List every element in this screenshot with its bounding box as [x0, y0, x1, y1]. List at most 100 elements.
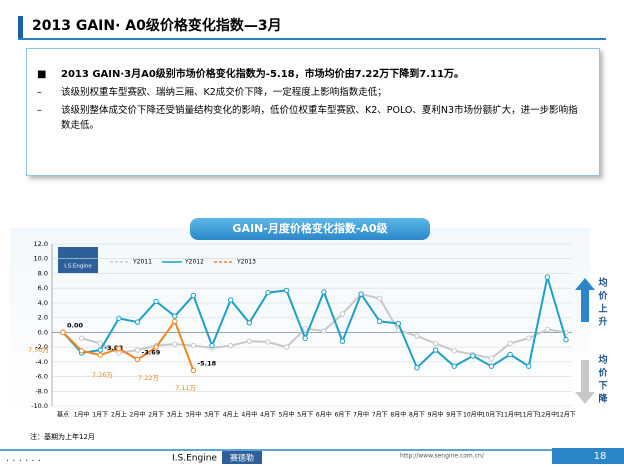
point: [116, 345, 122, 352]
x-tick-label: 9月下: [446, 412, 462, 419]
y-tick-label: -8.0: [35, 387, 48, 395]
y-tick-label: 0.0: [38, 328, 48, 336]
legend-label: Y2011: [132, 259, 152, 266]
x-tick-label: 7月下: [372, 412, 388, 419]
x-tick-label: 1月中: [74, 411, 90, 419]
point: [339, 338, 346, 344]
y-tick-label: 12.0: [34, 240, 48, 248]
point: [563, 337, 569, 343]
point: [507, 340, 513, 347]
x-tick-label: 6月下: [335, 412, 351, 419]
point: [451, 363, 457, 369]
footer-brand-cn: 赛德勒: [230, 453, 254, 463]
point: [190, 342, 197, 349]
page-box: [552, 448, 624, 464]
side-label-char: 价: [598, 368, 608, 379]
logo: I.S.Engine: [64, 264, 92, 270]
slide-title: 2013 GAIN· A0级价格变化指数—3月: [18, 12, 606, 40]
point: [526, 363, 532, 369]
point: [395, 320, 402, 327]
point: [134, 347, 141, 353]
point: [470, 353, 476, 359]
point: [283, 344, 290, 350]
x-tick-label: 1月下: [92, 412, 108, 419]
price-annotation: 7.22万: [138, 374, 159, 382]
x-tick-label: 12月下: [556, 412, 576, 419]
point: [78, 335, 85, 341]
logo-box: [58, 247, 98, 273]
point: [172, 313, 178, 319]
footer-brand-box: [222, 451, 262, 464]
point: [302, 325, 308, 332]
y-tick-label: -6.0: [35, 373, 48, 381]
point: [432, 340, 439, 347]
point: [451, 348, 457, 354]
point: [488, 363, 495, 369]
price-annotation: 7.26万: [92, 371, 113, 379]
point: [172, 341, 178, 347]
legend-label: Y2013: [236, 259, 256, 266]
x-tick-label: 4月中: [241, 411, 257, 419]
x-tick-label: 8月下: [409, 412, 425, 419]
point: [414, 333, 420, 339]
point: [246, 320, 252, 326]
point: [339, 311, 346, 317]
y-tick-label: 6.0: [38, 284, 48, 292]
price-annotation: 7.50万: [28, 346, 49, 354]
x-tick-label: 4月上: [223, 411, 239, 419]
x-tick-label: 5月下: [297, 412, 313, 419]
point: [265, 289, 271, 296]
point: [414, 365, 420, 371]
point: [60, 329, 66, 336]
y-tick-label: -4.0: [35, 358, 48, 366]
point: [246, 338, 252, 344]
x-tick-label: 2月上: [111, 411, 127, 419]
x-tick-label: 4月下: [260, 412, 276, 419]
point: [302, 335, 308, 341]
x-tick-label: 11月下: [519, 412, 539, 419]
legend-label: Y2012: [184, 259, 204, 266]
point: [153, 298, 159, 305]
y-tick-label: -2.0: [35, 343, 48, 351]
x-tick-label: 10月中: [463, 411, 483, 419]
data-label: -5.18: [197, 360, 216, 368]
bullet-marker: ■: [37, 69, 47, 80]
point: [153, 344, 159, 350]
point: [321, 328, 327, 334]
point: [134, 319, 141, 325]
bullet: ■ 2013 GAIN·3月A0级别市场价格变化指数为-5.18，市场均价由7.2…: [37, 67, 585, 82]
data-label: -3.69: [142, 349, 161, 357]
page-number: 18: [594, 451, 607, 462]
x-tick-label: 10月下: [482, 412, 502, 419]
y-tick-label: 4.0: [38, 299, 48, 307]
bullet: – 该级别权重车型赛欧、瑞纳三厢、K2成交价下降，一定程度上影响指数走低；: [37, 85, 585, 100]
point: [283, 287, 290, 294]
y-tick-label: 2.0: [38, 314, 48, 322]
side-label-char: 均: [598, 277, 607, 289]
point: [544, 274, 551, 280]
point: [265, 339, 271, 345]
point: [321, 289, 327, 295]
footer-dots: . . . . . .: [6, 453, 41, 464]
x-tick-label: 3月中: [185, 411, 201, 419]
price-annotation: 7.11万: [175, 384, 196, 392]
x-tick-label: 7月中: [353, 411, 369, 419]
point: [227, 297, 234, 303]
data-label: 0.00: [67, 321, 84, 329]
bullet-text: 2013 GAIN·3月A0级别市场价格变化指数为-5.18，市场均价由7.22…: [61, 69, 464, 80]
point: [97, 347, 103, 353]
bullet-marker: –: [37, 87, 42, 98]
point: [134, 356, 141, 363]
point: [227, 342, 234, 349]
bullet-text: 该级别权重车型赛欧、瑞纳三厢、K2成交价下降，一定程度上影响指数走低；: [61, 87, 387, 98]
x-tick-label: 9月中: [428, 411, 444, 419]
chart-title: GAIN-月度价格变化指数-A0级: [232, 221, 388, 235]
point: [78, 348, 85, 354]
point: [190, 292, 197, 299]
point: [526, 335, 532, 341]
chart-title-bar: [190, 218, 430, 240]
x-tick-label: 11月中: [500, 411, 520, 419]
point: [432, 347, 439, 353]
